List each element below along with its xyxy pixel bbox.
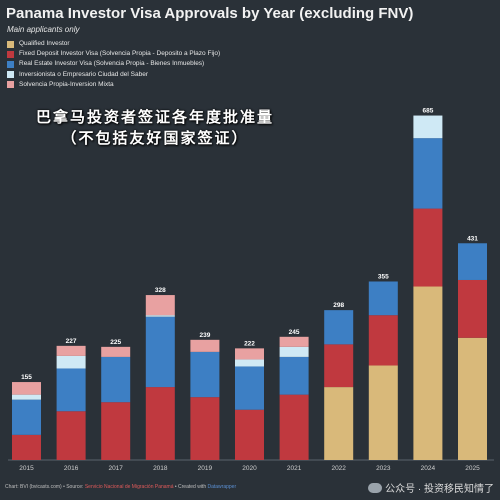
legend-item: Solvencia Propia-Inversion Mixta	[7, 80, 220, 90]
x-tick-label: 2021	[287, 465, 302, 472]
bar-segment	[279, 394, 309, 460]
bar-total-label: 431	[467, 235, 478, 242]
chart-title: Panama Investor Visa Approvals by Year (…	[6, 5, 414, 22]
bar-segment	[190, 351, 220, 398]
bar-segment	[458, 243, 487, 280]
bar-segment	[279, 346, 309, 357]
bar-total-label: 227	[66, 338, 77, 345]
x-tick-label: 2018	[153, 465, 168, 472]
legend-item: Qualified Investor	[7, 39, 220, 49]
x-tick-label: 2016	[64, 465, 79, 472]
bar-segment	[368, 365, 398, 460]
bar-total-label: 155	[21, 374, 32, 381]
legend-swatch	[7, 50, 14, 58]
bar-segment	[235, 366, 264, 410]
bar-segment	[56, 355, 86, 369]
legend-label: Real Estate Investor Visa (Solvencia Pro…	[19, 60, 205, 68]
credit-part-1: Chart: BVI (bvicasts.com) • Source:	[5, 484, 85, 490]
x-tick-label: 2023	[376, 465, 391, 472]
bar-segment	[235, 409, 264, 460]
bar-total-label: 685	[422, 108, 433, 115]
bar-segment	[12, 399, 41, 435]
bar-total-label: 245	[289, 329, 300, 336]
x-tick-label: 2019	[198, 465, 213, 472]
bar-segment	[145, 387, 175, 460]
bar-segment	[324, 344, 354, 388]
legend-swatch	[7, 71, 14, 79]
bar-segment	[458, 337, 487, 460]
bar-total-label: 355	[378, 273, 389, 280]
x-tick-label: 2017	[108, 465, 123, 472]
bar-segment	[279, 336, 309, 347]
bar-segment	[235, 359, 264, 367]
bar-total-label: 328	[155, 287, 166, 294]
wechat-watermark: 公众号 · 投资移民知情了	[368, 480, 494, 495]
chart-subtitle: Main applicants only	[7, 25, 80, 34]
bar-segment	[12, 382, 41, 395]
bar-segment	[145, 295, 175, 316]
x-tick-label: 2022	[331, 465, 346, 472]
x-tick-label: 2015	[19, 465, 34, 472]
bar-segment	[279, 356, 309, 395]
legend-swatch	[7, 81, 14, 89]
chinese-title-overlay: 巴拿马投资者签证各年度批准量 （不包括友好国家签证）	[0, 107, 310, 149]
bar-segment	[324, 310, 354, 345]
chinese-title-line-2: （不包括友好国家签证）	[61, 129, 249, 147]
chinese-title-line-1: 巴拿马投资者签证各年度批准量	[35, 108, 274, 126]
legend-item: Inversionista o Empresario Ciudad del Sa…	[7, 70, 220, 80]
bar-segment	[56, 345, 86, 356]
legend-label: Solvencia Propia-Inversion Mixta	[19, 80, 114, 88]
bar-segment	[324, 387, 354, 460]
bar-segment	[56, 411, 86, 460]
bar-segment	[12, 394, 41, 400]
legend-label: Inversionista o Empresario Ciudad del Sa…	[19, 70, 148, 78]
legend-item: Real Estate Investor Visa (Solvencia Pro…	[7, 59, 220, 69]
x-tick-label: 2020	[242, 465, 257, 472]
bar-segment	[101, 356, 131, 403]
watermark-text: 公众号 · 投资移民知情了	[385, 484, 494, 495]
bar-segment	[413, 208, 443, 287]
bar-segment	[101, 346, 131, 357]
bar-segment	[145, 316, 175, 388]
bar-total-label: 239	[199, 332, 210, 339]
bar-segment	[458, 279, 487, 338]
bar-segment	[56, 368, 86, 412]
credit-source-link[interactable]: Servicio Nacional de Migración Panamá	[84, 484, 174, 490]
credit-part-2: • Created with	[173, 484, 208, 490]
bar-segment	[413, 115, 443, 139]
bar-segment	[101, 402, 131, 460]
bar-total-label: 222	[244, 340, 255, 347]
bar-segment	[190, 397, 220, 460]
bar-segment	[12, 434, 41, 460]
chart-legend: Qualified Investor Fixed Deposit Investor…	[7, 39, 220, 90]
chart-credit: Chart: BVI (bvicasts.com) • Source: Serv…	[5, 484, 236, 490]
x-tick-label: 2025	[465, 465, 480, 472]
bar-segment	[190, 339, 220, 352]
legend-item: Fixed Deposit Investor Visa (Solvencia P…	[7, 49, 220, 59]
legend-label: Qualified Investor	[19, 40, 70, 47]
bar-segment	[413, 138, 443, 209]
wechat-icon	[368, 482, 383, 493]
x-tick-label: 2024	[421, 465, 436, 472]
bar-segment	[413, 286, 443, 460]
bar-total-label: 298	[333, 302, 344, 309]
bar-segment	[368, 315, 398, 366]
bar-segment	[235, 348, 264, 360]
legend-swatch	[7, 61, 14, 68]
legend-swatch	[7, 40, 14, 48]
bar-total-label: 225	[110, 339, 121, 346]
legend-label: Fixed Deposit Investor Visa (Solvencia P…	[19, 50, 221, 58]
bar-segment	[368, 281, 398, 316]
bar-segment	[145, 315, 175, 317]
credit-tool-link[interactable]: Datawrapper	[207, 484, 237, 490]
